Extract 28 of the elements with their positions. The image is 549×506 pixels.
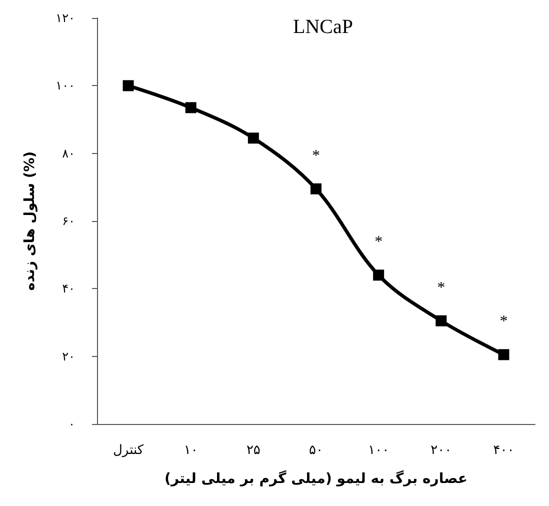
x-tick-label: ۴۰۰ — [493, 443, 514, 458]
annotation: * — [374, 234, 383, 251]
y-axis-title: سلول های زنده (%) — [22, 151, 38, 291]
x-tick-label: ۵۰ — [309, 443, 323, 458]
point — [498, 349, 510, 360]
y-tick-label: ۴۰ — [62, 282, 75, 296]
y-tick-label: ۱۰۰ — [56, 78, 75, 93]
x-tick-label: ۲۵ — [246, 443, 260, 458]
y-tick-label: ۰ — [68, 417, 75, 431]
x-tick-label: ۱۰۰ — [368, 443, 390, 458]
annotation: * — [312, 147, 320, 164]
y-tick-label: ۲۰ — [62, 349, 75, 364]
point — [310, 183, 322, 194]
x-tick-label: ۱۰ — [184, 443, 198, 458]
x-axis-title: عصاره برگ به لیمو (میلی گرم بر میلی لیتر) — [164, 470, 468, 487]
y-tick-label: ۸۰ — [62, 146, 75, 160]
point — [122, 80, 134, 92]
annotation: * — [437, 279, 446, 296]
annotation: * — [500, 313, 508, 330]
chart-title: LNCaP — [293, 16, 353, 38]
x-tick-label: ۲۰۰ — [430, 443, 452, 458]
point — [248, 132, 259, 144]
x-tick-label: کنترل — [112, 443, 144, 458]
point — [185, 102, 196, 114]
y-tick-label: ۱۲۰ — [56, 11, 75, 25]
y-tick-label: ۶۰ — [62, 214, 75, 228]
point — [436, 315, 447, 326]
point — [373, 270, 384, 281]
